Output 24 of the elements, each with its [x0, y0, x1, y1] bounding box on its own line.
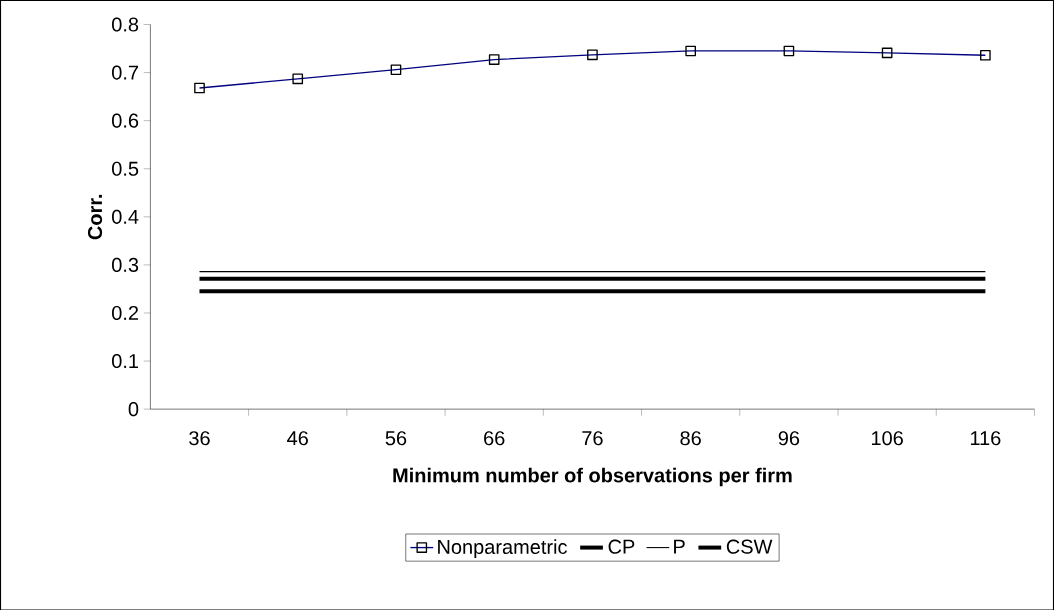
x-axis-title: Minimum number of observations per firm: [393, 467, 792, 487]
y-tick-label: 0.3: [112, 257, 139, 272]
y-tick-label: 0: [128, 401, 139, 416]
x-tick-label: 86: [680, 430, 701, 446]
x-tick-label: 116: [970, 430, 1001, 446]
x-tick-label: 66: [484, 430, 505, 446]
x-tick-label: 36: [189, 430, 210, 446]
x-tick-label: 96: [778, 430, 800, 446]
y-tick-label: 0.7: [112, 65, 139, 80]
y-axis-title: Corr.: [87, 194, 103, 240]
x-tick-label: 106: [871, 430, 903, 446]
y-tick-label: 0.1: [112, 353, 139, 368]
legend-label: CSW: [726, 539, 773, 554]
y-tick-label: 0.4: [112, 209, 139, 224]
legend-label: Nonparametric: [438, 539, 567, 558]
legend-label: CP: [608, 539, 635, 554]
legend-label: P: [674, 539, 685, 554]
y-tick-label: 0.5: [112, 161, 139, 176]
y-tick-label: 0.8: [112, 17, 139, 32]
x-tick-label: 46: [287, 430, 308, 446]
x-tick-label: 76: [582, 430, 603, 446]
y-tick-label: 0.2: [112, 305, 139, 320]
y-tick-label: 0.6: [112, 113, 139, 128]
x-tick-label: 56: [385, 430, 407, 446]
